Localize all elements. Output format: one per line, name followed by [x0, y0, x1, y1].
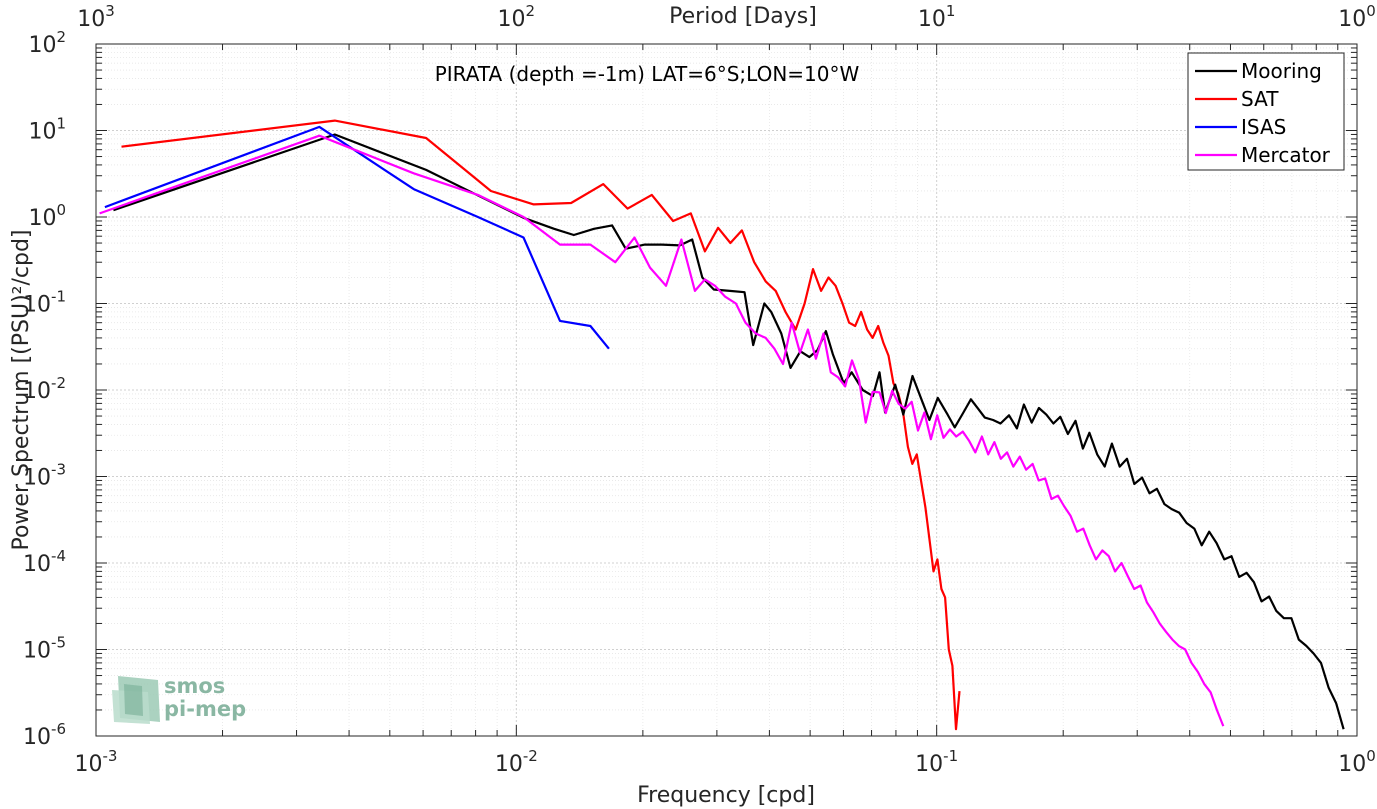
x2-tick-label: 100	[1338, 2, 1376, 32]
x2-tick-label: 103	[77, 2, 115, 32]
tick-marks	[95, 43, 1358, 737]
x-tick-label: 10-1	[915, 747, 958, 777]
legend-label-mercator: Mercator	[1241, 143, 1331, 167]
logo-text-line1: smos	[164, 674, 225, 698]
series-line-isas	[104, 125, 610, 350]
x-tick-label: 10-2	[495, 747, 538, 777]
y-tick-label: 10-6	[23, 720, 66, 750]
x-tick-label: 100	[1338, 747, 1376, 777]
series-line-mercator	[99, 134, 1225, 727]
y-tick-label: 10-3	[23, 461, 66, 491]
x2-tick-label: 102	[498, 2, 536, 32]
series-line-mooring	[113, 133, 1345, 730]
y-tick-label: 101	[28, 115, 66, 145]
y-axis-label: Power Spectrum [(PSU)²/cpd]	[9, 229, 34, 550]
chart-title: PIRATA (depth =-1m) LAT=6°S;LON=10°W	[435, 62, 860, 86]
smos-pimep-logo: smos pi-mep	[112, 674, 246, 724]
y-tick-label: 10-1	[23, 288, 66, 318]
legend-label-mooring: Mooring	[1241, 59, 1322, 83]
y-tick-label: 10-5	[23, 634, 66, 664]
logo-mark	[112, 676, 160, 724]
x-axis-label: Frequency [cpd]	[637, 783, 815, 808]
series-lines	[99, 119, 1345, 731]
x-tick-label: 10-3	[75, 747, 118, 777]
y-tick-label: 100	[28, 201, 66, 231]
legend-box	[1187, 52, 1345, 171]
legend-label-sat: SAT	[1241, 87, 1279, 111]
x2-tick-label: 101	[918, 2, 956, 32]
legend-label-isas: ISAS	[1241, 115, 1286, 139]
series-line-sat	[121, 119, 961, 731]
logo-text-line2: pi-mep	[164, 697, 246, 721]
y-tick-label: 102	[28, 28, 66, 58]
plot-area	[96, 44, 1357, 736]
legend: Mooring SAT ISAS Mercator	[1187, 52, 1345, 171]
x2-axis-label: Period [Days]	[669, 4, 817, 29]
